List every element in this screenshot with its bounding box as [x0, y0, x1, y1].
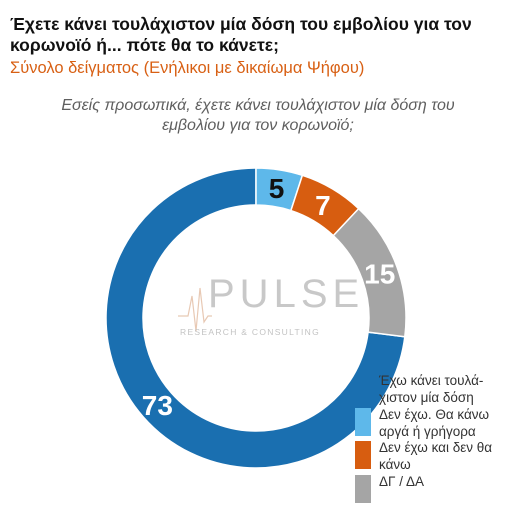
- pulse-line-icon: [178, 287, 212, 332]
- slice-dont-know: [332, 207, 407, 338]
- legend-label: ΔΓ / ΔΑ: [379, 473, 424, 489]
- chart-subtitle: Σύνολο δείγματος (Ενήλικοι με δικαίωμα Ψ…: [10, 59, 365, 77]
- legend-label: Έχω κάνει τουλά-χιστον μία δόση: [379, 373, 484, 405]
- survey-question: Εσείς προσωπικά, έχετε κάνει τουλάχιστον…: [61, 97, 455, 134]
- legend-item: Έχω κάνει τουλά-χιστον μία δόση: [355, 372, 515, 406]
- chart-title: Έχετε κάνει τουλάχιστον μία δόση του εμβ…: [10, 14, 472, 55]
- watermark-logo-text: PULSE: [208, 272, 365, 316]
- chart-legend: Έχω κάνει τουλά-χιστον μία δόση Δεν έχω.…: [355, 372, 515, 506]
- legend-swatch: [355, 441, 371, 469]
- label-will-not-vaccinate: 7: [315, 190, 331, 221]
- legend-item: ΔΓ / ΔΑ: [355, 473, 515, 507]
- legend-item: Δεν έχω. Θα κάνω αργά ή γρήγορα: [355, 406, 515, 440]
- slice-vaccinated: [105, 167, 406, 469]
- legend-label: Δεν έχω και δεν θα κάνω: [379, 440, 493, 472]
- label-dont-know: 15: [364, 258, 395, 289]
- legend-label: Δεν έχω. Θα κάνω αργά ή γρήγορα: [379, 406, 490, 439]
- legend-swatch: [355, 474, 371, 503]
- watermark-tagline: RESEARCH & CONSULTING: [180, 327, 321, 337]
- pulse-watermark: PULSE RESEARCH & CONSULTING: [178, 272, 359, 342]
- legend-swatch: [355, 374, 371, 402]
- label-vaccinated: 73: [142, 390, 173, 421]
- label-will-vaccinate: 5: [269, 173, 285, 204]
- legend-swatch: [355, 407, 371, 436]
- legend-item: Δεν έχω και δεν θα κάνω: [355, 439, 515, 473]
